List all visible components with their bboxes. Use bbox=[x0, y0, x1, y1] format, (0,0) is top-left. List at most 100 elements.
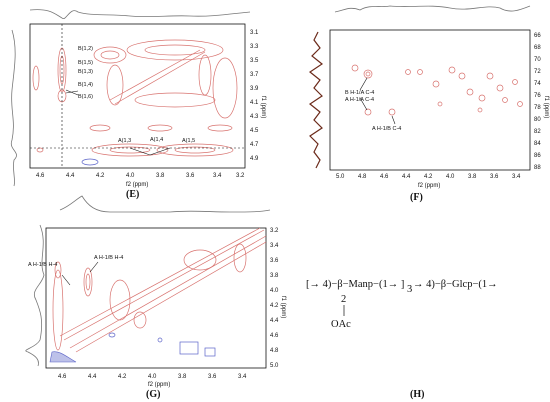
projection-left-g bbox=[25, 224, 45, 367]
x-label-g: f2 (ppm) bbox=[148, 382, 170, 388]
y-tick-g: 4.6 bbox=[270, 333, 279, 339]
x-tick-f: 4.0 bbox=[446, 174, 455, 180]
y-tick-f: 82 bbox=[534, 129, 541, 135]
y-tick-e: 3.9 bbox=[250, 86, 259, 92]
contours-f bbox=[351, 64, 523, 116]
y-tick-e: 4.1 bbox=[250, 100, 259, 106]
annotation-a14: A(1,4 bbox=[150, 137, 163, 143]
y-tick-g: 4.4 bbox=[270, 318, 279, 324]
x-tick-g: 3.6 bbox=[208, 374, 217, 380]
y-tick-e: 4.5 bbox=[250, 128, 259, 134]
arrow-b-e bbox=[65, 90, 79, 94]
projection-left-e bbox=[10, 29, 17, 187]
x-tick-e: 4.4 bbox=[66, 173, 75, 179]
y-tick-f: 66 bbox=[534, 33, 541, 39]
x-tick-e: 3.4 bbox=[213, 173, 222, 179]
x-tick-g: 3.8 bbox=[178, 374, 187, 380]
y-tick-f: 86 bbox=[534, 153, 541, 159]
x-tick-f: 4.4 bbox=[402, 174, 411, 180]
panel-h: [→ 4)−β−Manp−(1→ ] 3 → 4)−β−Glcp−(1→ 2 O… bbox=[306, 279, 498, 400]
y-label-e: f1 (ppm) bbox=[260, 96, 266, 118]
x-tick-f: 4.2 bbox=[424, 174, 433, 180]
panel-f: B H-1/A C-4 A H-1/A C-4 A H-1/B C-4 5.0 … bbox=[298, 5, 549, 203]
annotation-b12: B(1,2) bbox=[78, 46, 93, 52]
y-tick-e: 3.3 bbox=[250, 44, 259, 50]
x-label-f: f2 (ppm) bbox=[418, 183, 440, 189]
x-tick-f: 4.8 bbox=[358, 174, 367, 180]
y-tick-e: 3.5 bbox=[250, 58, 259, 64]
x-tick-e: 4.0 bbox=[126, 173, 135, 179]
projection-top-e bbox=[29, 9, 251, 20]
projection-top-g bbox=[59, 195, 271, 213]
annotation-bh1-ac4: B H-1/A C-4 bbox=[345, 90, 374, 96]
plot-frame-g bbox=[45, 227, 267, 369]
y-tick-g: 3.4 bbox=[270, 243, 279, 249]
annotation-b13: B(1,3) bbox=[78, 69, 93, 75]
x-tick-e: 4.2 bbox=[96, 173, 105, 179]
y-tick-e: 4.3 bbox=[250, 114, 259, 120]
structure-repeat: 3 bbox=[407, 284, 412, 295]
annotation-ah1-ac4: A H-1/A C-4 bbox=[345, 97, 374, 103]
x-ticks-f: 5.0 4.8 4.6 4.4 4.2 4.0 3.8 3.6 3.4 bbox=[336, 174, 521, 180]
y-tick-f: 68 bbox=[534, 45, 541, 51]
contours-g bbox=[49, 227, 267, 363]
y-tick-f: 76 bbox=[534, 93, 541, 99]
y-tick-f: 88 bbox=[534, 165, 541, 171]
annotation-a15: A(1,5 bbox=[182, 138, 195, 144]
y-ticks-e: 3.1 3.3 3.5 3.7 3.9 4.1 4.3 4.5 4.7 4.9 bbox=[250, 30, 259, 162]
y-tick-e: 4.7 bbox=[250, 142, 259, 148]
x-tick-g: 4.0 bbox=[148, 374, 157, 380]
y-tick-f: 78 bbox=[534, 105, 541, 111]
plot-frame-e bbox=[29, 23, 246, 169]
x-tick-e: 3.8 bbox=[156, 173, 165, 179]
y-tick-f: 70 bbox=[534, 57, 541, 63]
y-tick-f: 84 bbox=[534, 141, 541, 147]
projection-left-f bbox=[298, 30, 328, 170]
annotation-ah1-bc4: A H-1/B C-4 bbox=[372, 126, 401, 132]
x-tick-f: 3.6 bbox=[490, 174, 499, 180]
annotation-b16: B(1,6) bbox=[78, 94, 93, 100]
x-tick-e: 3.2 bbox=[236, 173, 245, 179]
x-tick-f: 3.4 bbox=[512, 174, 521, 180]
x-tick-e: 4.6 bbox=[36, 173, 45, 179]
branch-group: OAc bbox=[331, 319, 351, 330]
panel-letter-e: (E) bbox=[126, 189, 139, 200]
y-ticks-f: 66 68 70 72 74 76 78 80 82 84 86 88 bbox=[534, 33, 541, 171]
y-tick-e: 4.9 bbox=[250, 156, 259, 162]
branch-position: 2 bbox=[341, 294, 346, 305]
x-tick-f: 3.8 bbox=[468, 174, 477, 180]
projection-top-f bbox=[334, 5, 531, 13]
x-label-e: f2 (ppm) bbox=[126, 182, 148, 188]
annotation-b14: B(1,4) bbox=[78, 82, 93, 88]
x-tick-e: 3.6 bbox=[186, 173, 195, 179]
y-tick-g: 3.2 bbox=[270, 228, 279, 234]
y-tick-e: 3.1 bbox=[250, 30, 259, 36]
panel-letter-g: (G) bbox=[146, 389, 160, 400]
x-tick-g: 3.4 bbox=[238, 374, 247, 380]
plot-frame-f bbox=[329, 29, 531, 171]
y-tick-g: 3.6 bbox=[270, 258, 279, 264]
x-tick-f: 5.0 bbox=[336, 174, 345, 180]
x-tick-g: 4.6 bbox=[58, 374, 67, 380]
x-ticks-g: 4.6 4.4 4.2 4.0 3.8 3.6 3.4 bbox=[58, 374, 247, 380]
y-tick-g: 4.2 bbox=[270, 303, 279, 309]
y-tick-f: 72 bbox=[534, 69, 541, 75]
y-tick-g: 3.8 bbox=[270, 273, 279, 279]
panel-e: B(1,2) B(1,5) B(1,3) B(1,4) B(1,6) A(1,3… bbox=[10, 9, 266, 200]
x-tick-g: 4.4 bbox=[88, 374, 97, 380]
y-tick-g: 4.0 bbox=[270, 288, 279, 294]
x-tick-f: 4.6 bbox=[380, 174, 389, 180]
x-ticks-e: 4.6 4.4 4.2 4.0 3.8 3.6 3.4 3.2 bbox=[36, 173, 245, 179]
panel-letter-f: (F) bbox=[410, 192, 423, 203]
annotation-a13: A(1,3 bbox=[118, 138, 131, 144]
y-tick-g: 4.8 bbox=[270, 348, 279, 354]
annotation-ah1-bh4-right: A H-1/B H-4 bbox=[94, 255, 123, 261]
contours-e bbox=[32, 39, 238, 166]
structure-main: [→ 4)−β−Manp−(1→ ] bbox=[306, 279, 404, 290]
y-tick-e: 3.7 bbox=[250, 72, 259, 78]
annotation-ah1-bh4-left: A H-1/B H-4 bbox=[28, 262, 57, 268]
panel-g: A H-1/B H-4 A H-1/B H-4 4.6 4.4 4.2 4.0 … bbox=[25, 195, 286, 400]
y-tick-f: 80 bbox=[534, 117, 541, 123]
panel-letter-h: (H) bbox=[410, 389, 424, 400]
